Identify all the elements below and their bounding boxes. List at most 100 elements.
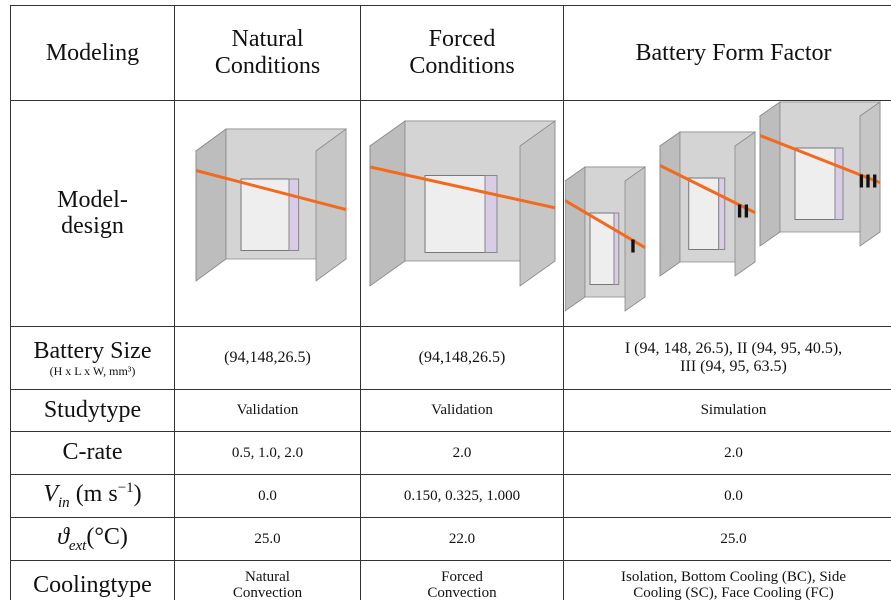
model-box — [758, 101, 881, 247]
cell-text: Forced — [441, 568, 483, 585]
box-face — [759, 101, 780, 247]
cell-text: 0.150, 0.325, 1.000 — [403, 487, 521, 504]
heating-wire — [369, 165, 555, 210]
header-text: Forced — [428, 26, 496, 53]
value-cell: 0.5, 1.0, 2.0 — [174, 430, 361, 475]
row-label: Battery Size (H x L x W, mm³) — [10, 325, 175, 390]
comparison-table: Modeling Natural Conditions Forced Condition… — [10, 5, 891, 600]
model-drawing — [368, 120, 556, 287]
battery-side — [484, 175, 497, 253]
symbol: V — [43, 481, 59, 508]
row-label: Coolingtype — [10, 559, 175, 600]
row-label: ϑext(°C) — [10, 516, 175, 561]
model-drawing — [194, 128, 347, 282]
header-cell: Modeling — [10, 5, 175, 101]
value-cell: 2.0 — [360, 430, 564, 475]
battery-side — [613, 212, 619, 285]
row-sublabel: (H x L x W, mm³) — [49, 363, 136, 378]
cell-text: (94,148,26.5) — [418, 348, 506, 366]
box-face — [659, 131, 680, 277]
table-row: ϑext(°C) 25.0 22.0 25.0 — [10, 516, 891, 561]
cell-text: 25.0 — [720, 530, 747, 547]
value-cell: 25.0 — [174, 516, 361, 561]
table-row: Vin (m s−1) 0.0 0.150, 0.325, 1.000 0.0 — [10, 473, 891, 518]
value-cell: Isolation, Bottom Cooling (BC), Side Cool… — [563, 559, 891, 600]
heating-wire — [195, 169, 346, 212]
header-text: Conditions — [409, 53, 515, 79]
cell-text: Isolation, Bottom Cooling (BC), Side — [620, 568, 846, 585]
cell-text: Cooling (SC), Face Cooling (FC) — [633, 585, 834, 600]
heating-wire — [564, 199, 646, 249]
image-cell: I II III — [563, 100, 891, 327]
header-row: Modeling Natural Conditions Forced Condition… — [10, 5, 891, 101]
header-text: Battery Form Factor — [635, 39, 832, 66]
value-cell: I (94, 148, 26.5), II (94, 95, 40.5), III… — [563, 325, 891, 390]
subscript: in — [58, 494, 70, 511]
cell-text: Simulation — [700, 402, 767, 418]
battery-cell — [240, 178, 289, 251]
cell-text: (94,148,26.5) — [224, 348, 311, 366]
box-face — [564, 166, 585, 312]
image-cell — [360, 100, 564, 327]
box-face — [195, 128, 226, 282]
cell-text: III (94, 95, 63.5) — [680, 357, 787, 375]
value-cell: Forced Convection — [360, 559, 564, 600]
table-row: Battery Size (H x L x W, mm³) (94,148,26.5… — [10, 325, 891, 390]
box-face — [624, 166, 645, 312]
model-box — [194, 128, 347, 282]
battery-cell — [424, 175, 485, 253]
row-label-text: design — [61, 213, 124, 240]
value-cell: 2.0 — [563, 430, 891, 475]
row-label: C-rate — [10, 430, 175, 475]
cell-text: 2.0 — [452, 444, 472, 461]
value-cell: (94,148,26.5) — [360, 325, 564, 390]
form-factor-label: II — [736, 202, 749, 223]
row-label-text: Battery Size — [33, 337, 152, 364]
exponent: −1 — [117, 480, 134, 497]
subscript: ext — [68, 537, 87, 554]
battery-cell — [687, 177, 719, 250]
model-box — [564, 166, 646, 312]
cell-text: Natural — [245, 568, 290, 585]
box-face — [859, 101, 880, 247]
form-factor-label: I — [629, 237, 636, 258]
value-cell: Validation — [360, 388, 564, 432]
battery-cell — [794, 147, 835, 220]
unit: (°C) — [86, 523, 128, 550]
row-label-text: Coolingtype — [33, 571, 152, 598]
value-cell: 0.150, 0.325, 1.000 — [360, 473, 564, 518]
value-cell: Natural Convection — [174, 559, 361, 600]
header-text: Modeling — [45, 39, 140, 66]
table-row: Coolingtype Natural Convection Forced Convec… — [10, 559, 891, 600]
table-row: Model-design I II III — [10, 100, 891, 327]
box-face — [369, 120, 405, 287]
heating-wire — [658, 164, 756, 214]
value-cell: Validation — [174, 388, 361, 432]
header-text: Natural — [231, 26, 304, 53]
value-cell: 0.0 — [563, 473, 891, 518]
model-box — [658, 131, 756, 277]
value-cell: 22.0 — [360, 516, 564, 561]
cell-text: 25.0 — [254, 530, 281, 547]
row-label-text: C-rate — [62, 439, 123, 466]
cell-text: 2.0 — [724, 444, 743, 461]
header-cell: Forced Conditions — [360, 5, 564, 101]
header-cell: Battery Form Factor — [563, 5, 891, 101]
cell-text: Validation — [431, 402, 493, 418]
row-label: Vin (m s−1) — [10, 473, 175, 518]
value-cell: (94,148,26.5) — [174, 325, 361, 390]
cell-text: Convection — [427, 585, 497, 600]
battery-side — [834, 147, 843, 220]
table-row: C-rate 0.5, 1.0, 2.0 2.0 2.0 — [10, 430, 891, 475]
cell-text: Validation — [236, 402, 299, 418]
row-label-text: Studytype — [43, 396, 142, 423]
unit: (m s — [69, 481, 118, 508]
row-label-text: Model- — [57, 186, 128, 213]
row-label: Studytype — [10, 388, 175, 432]
cell-text: 0.5, 1.0, 2.0 — [231, 444, 304, 461]
form-factor-label: III — [857, 172, 877, 193]
cell-text: 0.0 — [724, 487, 743, 504]
battery-side — [288, 178, 299, 251]
